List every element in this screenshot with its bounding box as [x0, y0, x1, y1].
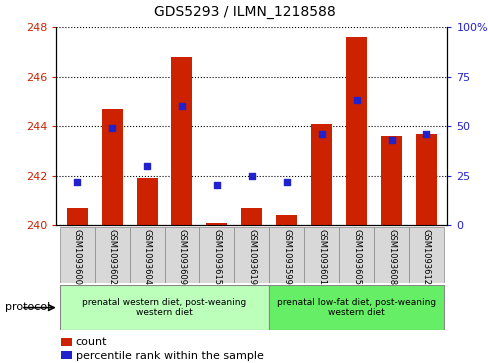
Text: GDS5293 / ILMN_1218588: GDS5293 / ILMN_1218588: [153, 5, 335, 20]
Bar: [380, 136, 401, 225]
Text: protocol: protocol: [5, 302, 50, 312]
Bar: [136, 178, 157, 225]
Bar: [164, 227, 199, 283]
Text: GSM1093601: GSM1093601: [317, 229, 325, 285]
Point: [282, 179, 290, 184]
Text: GSM1093608: GSM1093608: [386, 229, 395, 285]
Point: [387, 137, 395, 143]
Text: count: count: [76, 337, 107, 347]
Bar: [95, 227, 129, 283]
Bar: [102, 109, 122, 225]
Bar: [373, 227, 408, 283]
Point: [422, 131, 429, 137]
Point: [108, 125, 116, 131]
Point: [213, 183, 221, 188]
Bar: [171, 57, 192, 225]
Text: percentile rank within the sample: percentile rank within the sample: [76, 351, 263, 361]
Bar: [234, 227, 269, 283]
Point: [247, 173, 255, 179]
Text: GSM1093615: GSM1093615: [212, 229, 221, 285]
Bar: [339, 227, 373, 283]
Point: [317, 131, 325, 137]
Bar: [269, 285, 443, 330]
Text: GSM1093599: GSM1093599: [282, 229, 291, 285]
Text: GSM1093604: GSM1093604: [142, 229, 151, 285]
Text: GSM1093612: GSM1093612: [421, 229, 430, 285]
Bar: [310, 124, 331, 225]
Bar: [276, 215, 297, 225]
Text: GSM1093605: GSM1093605: [351, 229, 360, 285]
Bar: [304, 227, 339, 283]
Bar: [199, 227, 234, 283]
Bar: [206, 223, 227, 225]
Text: prenatal low-fat diet, post-weaning
western diet: prenatal low-fat diet, post-weaning west…: [277, 298, 435, 317]
Text: GSM1093609: GSM1093609: [177, 229, 186, 285]
Text: GSM1093600: GSM1093600: [73, 229, 81, 285]
Point: [143, 163, 151, 168]
Text: GSM1093619: GSM1093619: [247, 229, 256, 285]
Bar: [60, 227, 95, 283]
Point: [73, 179, 81, 184]
Text: GSM1093602: GSM1093602: [107, 229, 116, 285]
Text: prenatal western diet, post-weaning
western diet: prenatal western diet, post-weaning west…: [82, 298, 246, 317]
Bar: [129, 227, 164, 283]
Bar: [415, 134, 436, 225]
Bar: [241, 208, 262, 225]
Point: [178, 103, 185, 109]
Bar: [269, 227, 304, 283]
Bar: [346, 37, 366, 225]
Point: [352, 98, 360, 103]
Bar: [60, 285, 269, 330]
Bar: [408, 227, 443, 283]
Bar: [66, 208, 87, 225]
